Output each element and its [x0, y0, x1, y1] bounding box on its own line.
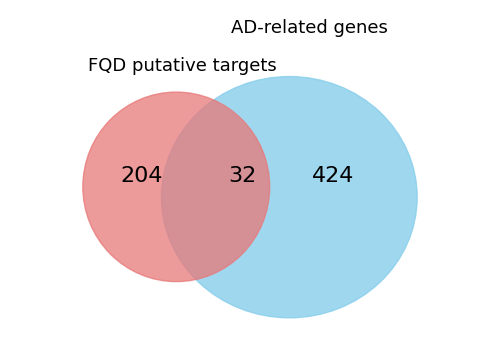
Text: 204: 204	[120, 167, 163, 186]
Text: 32: 32	[228, 167, 257, 186]
Ellipse shape	[83, 92, 270, 282]
Text: 424: 424	[312, 167, 355, 186]
Text: FQD putative targets: FQD putative targets	[88, 57, 276, 75]
Ellipse shape	[162, 77, 417, 318]
Text: AD-related genes: AD-related genes	[230, 19, 388, 37]
